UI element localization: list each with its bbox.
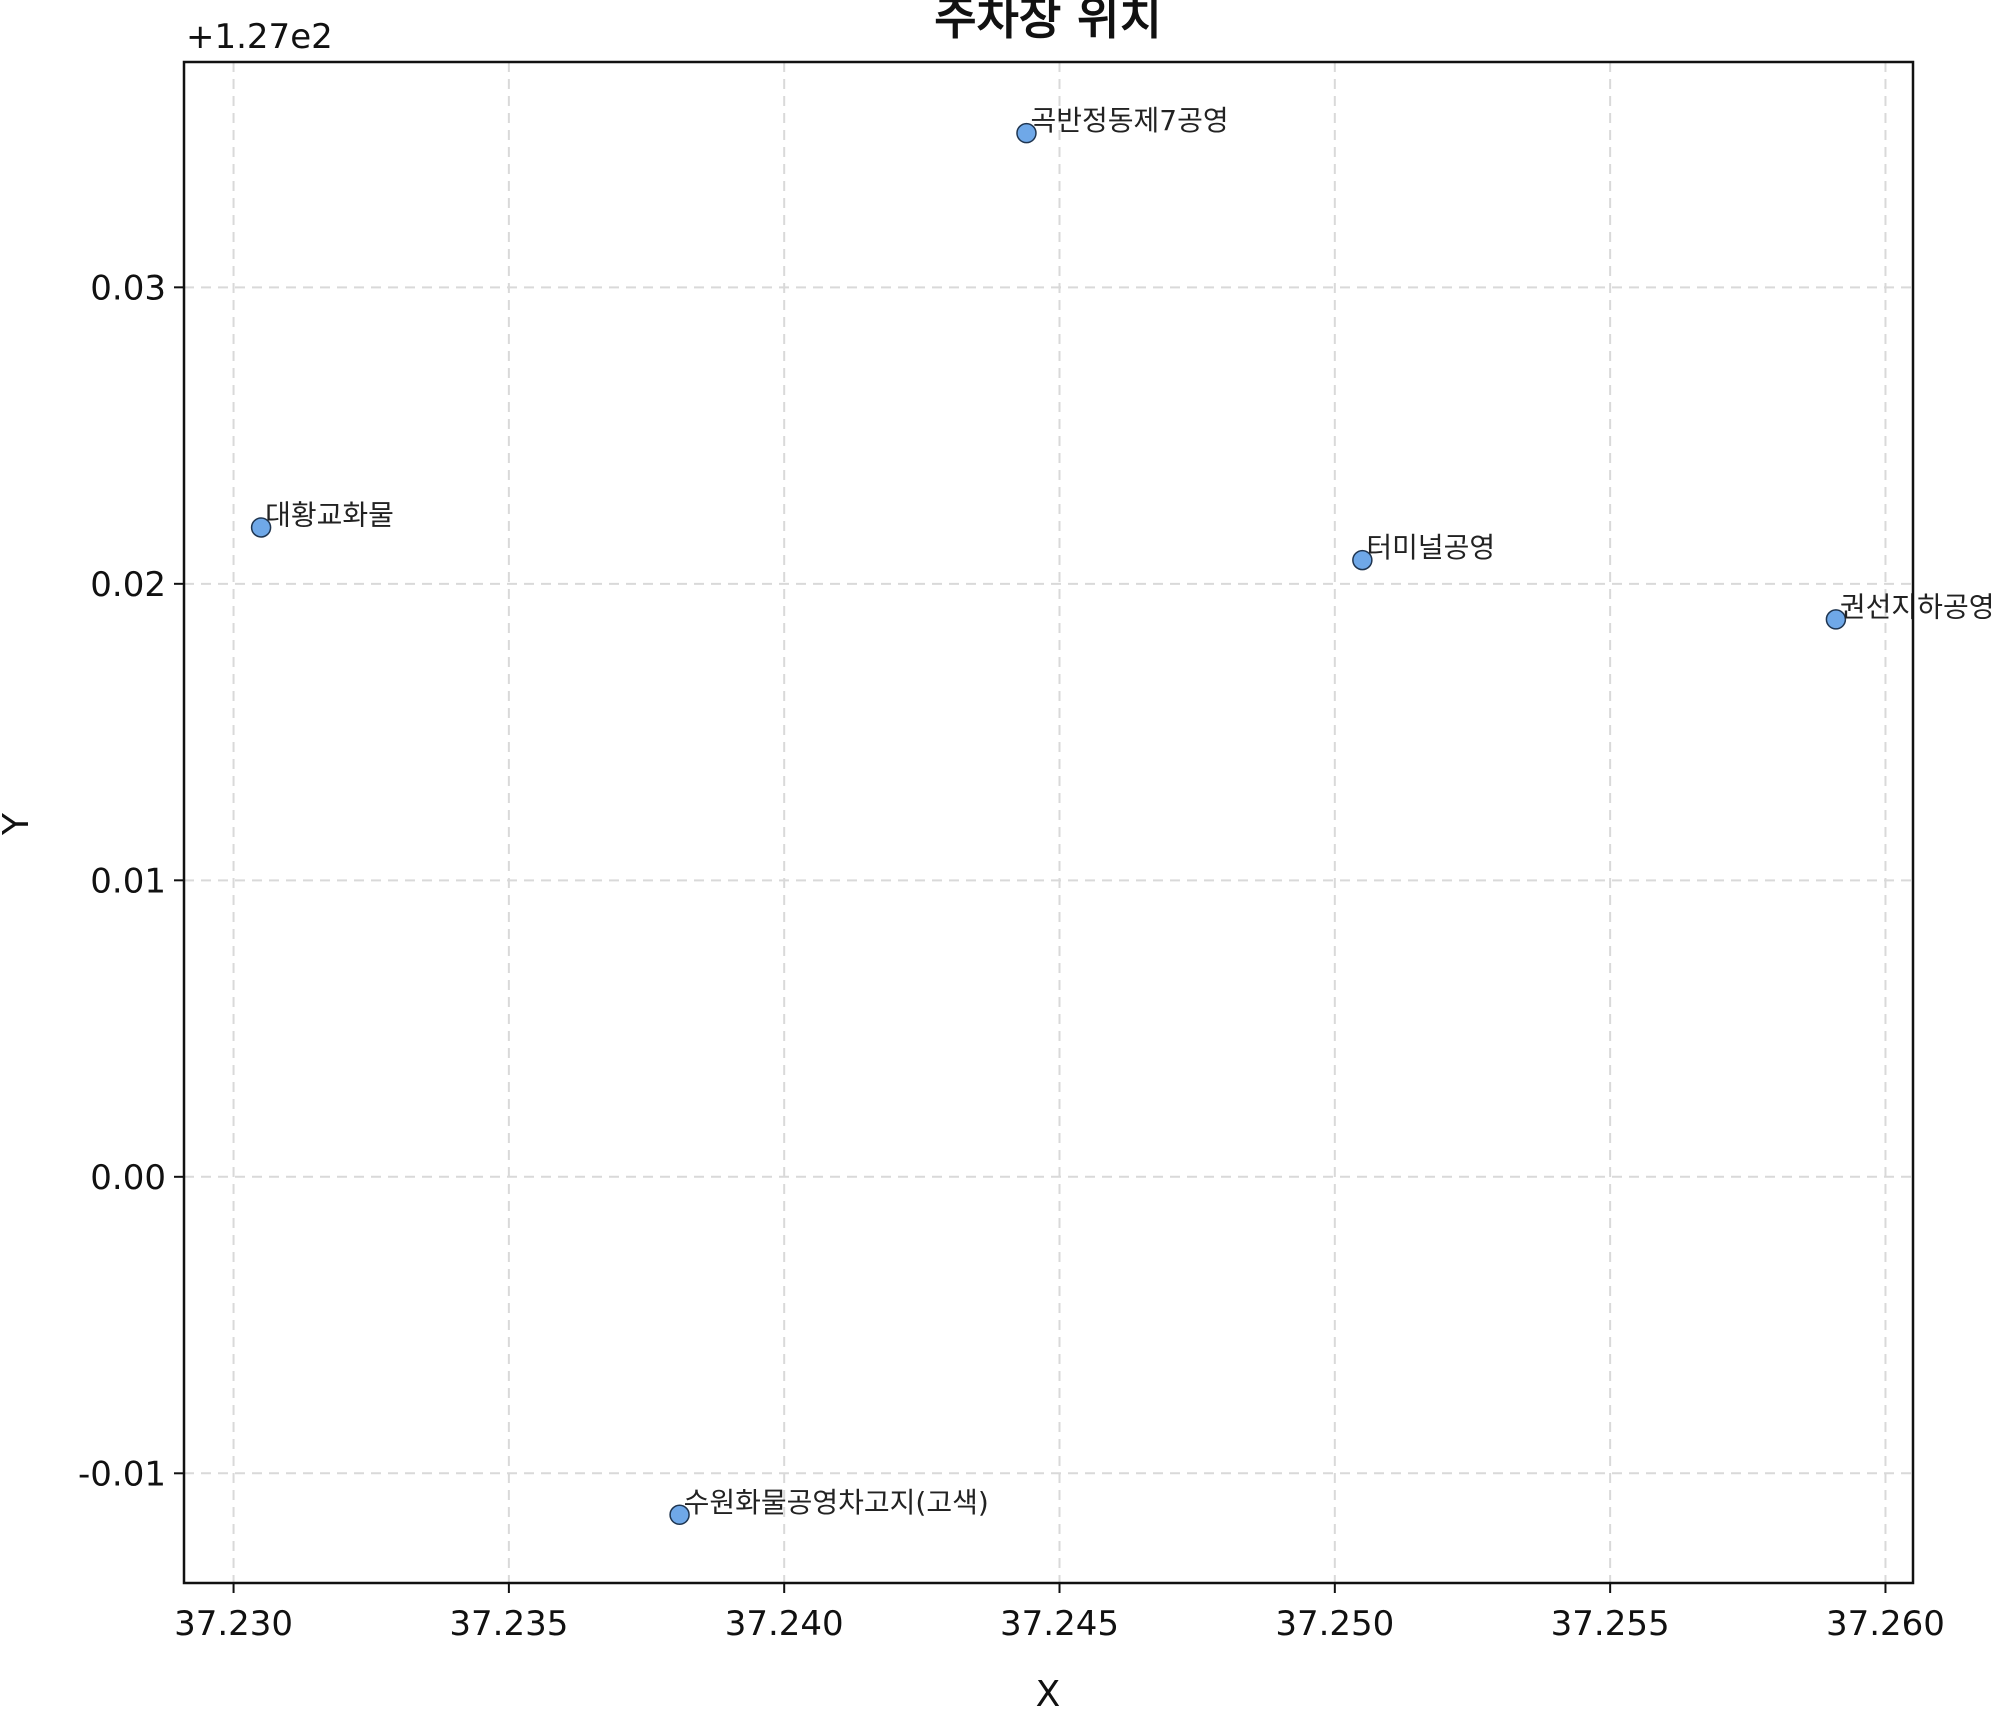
y-tick-label: 0.00 [90,1158,166,1198]
plot-frame [182,60,1915,1585]
x-axis-label: X [1036,1674,1061,1714]
y-tick-label: 0.01 [90,861,166,901]
data-point [1016,122,1037,144]
point-label: 수원화물공영차고지(고색) [684,1486,989,1519]
point-label: 곡반정동제7공영 [1030,104,1228,137]
x-tick-label: 37.230 [174,1604,293,1644]
y-tick-label: -0.01 [78,1454,166,1494]
x-tick-label: 37.245 [1000,1604,1119,1644]
data-point [1825,609,1847,630]
x-tick-label: 37.255 [1551,1604,1670,1644]
x-tick-label: 37.250 [1275,1604,1394,1644]
grid-lines [184,62,1913,1583]
y-tick-label: 0.03 [90,268,166,308]
point-label: 대황교화물 [265,498,394,531]
axis-ticks: 37.230 37.235 37.240 37.245 37.250 37.255 37.2… [78,268,1945,1644]
data-point [669,1504,690,1526]
point-label: 권선지하공영 [1840,590,1995,623]
y-offset-text: +1.27e2 [186,17,333,57]
chart-title: 주차장 위치 [934,0,1162,45]
x-tick-label: 37.240 [725,1604,844,1644]
data-point [250,517,272,538]
x-tick-label: 37.235 [449,1604,568,1644]
x-tick-label: 37.260 [1826,1604,1945,1644]
data-point [1352,549,1373,571]
y-tick-label: 0.02 [90,565,166,605]
y-axis-label: Y [0,812,37,836]
point-label: 터미널공영 [1366,531,1495,564]
